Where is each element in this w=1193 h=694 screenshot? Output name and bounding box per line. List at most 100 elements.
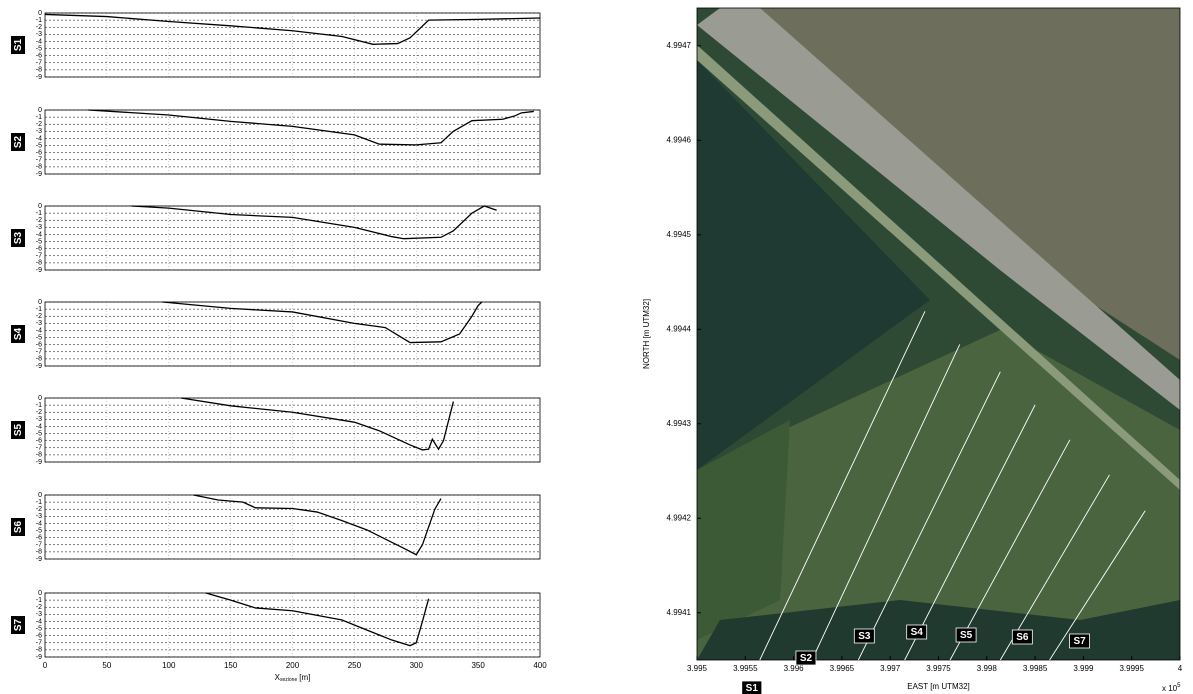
section-name: S4 xyxy=(13,327,24,340)
y-tick-label: -6 xyxy=(36,246,42,253)
y-tick-label: -8 xyxy=(36,549,42,556)
section-name: S5 xyxy=(960,630,973,641)
x-tick-label: 3.9995 xyxy=(1119,664,1144,673)
x-tick-label: 3.995 xyxy=(687,664,708,673)
profile-line xyxy=(181,397,455,451)
section-label: S6 xyxy=(11,518,25,536)
section-line xyxy=(811,344,961,661)
y-tick-label: -9 xyxy=(36,363,42,370)
label-box xyxy=(1011,629,1033,645)
y-tick-label: -6 xyxy=(36,342,42,349)
y-tick-label: -1 xyxy=(36,499,42,506)
profile-line xyxy=(131,205,497,240)
y-tick-label: -5 xyxy=(36,238,42,245)
plot-frame xyxy=(44,12,541,78)
x-tick-label: 50 xyxy=(102,661,111,670)
x-label-sub: sezione xyxy=(280,677,297,683)
y-tick-label: -6 xyxy=(36,535,42,542)
label-box xyxy=(795,650,817,666)
section-line xyxy=(1049,510,1146,661)
x-tick-label: 300 xyxy=(410,661,424,670)
x-tick-label: 3.9985 xyxy=(1023,664,1048,673)
label-box xyxy=(955,627,977,643)
y-tick-label: 4.9943 xyxy=(667,419,692,428)
profile-line xyxy=(88,109,534,146)
y-tick-label: -9 xyxy=(36,654,42,661)
section-label: S5 xyxy=(11,421,25,439)
section-name: S3 xyxy=(858,631,871,642)
x-axis-label: EAST [m UTM32] xyxy=(907,682,970,691)
section-name: S5 xyxy=(13,423,24,436)
y-tick-label: -1 xyxy=(36,210,42,217)
y-tick-label: -3 xyxy=(36,416,42,423)
x-tick-label: 350 xyxy=(471,661,485,670)
y-tick-label: -3 xyxy=(36,224,42,231)
x-tick-label: 100 xyxy=(162,661,176,670)
y-tick-label: 4.9947 xyxy=(667,41,692,50)
y-tick-label: -9 xyxy=(36,556,42,563)
y-tick-label: -9 xyxy=(36,171,42,178)
y-tick-label: 4.9945 xyxy=(667,230,692,239)
section-name: S7 xyxy=(13,618,24,631)
y-tick-label: -4 xyxy=(36,135,42,142)
y-tick-label: -9 xyxy=(36,459,42,466)
y-tick-label: -1 xyxy=(36,114,42,121)
y-tick-label: -8 xyxy=(36,452,42,459)
section-name: S2 xyxy=(800,653,813,664)
profile-line xyxy=(193,494,442,556)
section-name: S6 xyxy=(1016,632,1029,643)
label-box xyxy=(11,229,25,247)
section-label: S1 xyxy=(11,36,25,54)
y-tick-label: -2 xyxy=(36,409,42,416)
y-tick-label: -4 xyxy=(36,423,42,430)
y-tick-label: -8 xyxy=(36,67,42,74)
label-box xyxy=(11,133,25,151)
x-tick-label: 400 xyxy=(533,661,547,670)
section-line xyxy=(857,371,1001,661)
y-tick-label: -5 xyxy=(36,334,42,341)
y-tick-label: 4.9942 xyxy=(667,513,692,522)
y-tick-label: 0 xyxy=(38,590,42,597)
section-name: S3 xyxy=(13,231,24,244)
profile-line xyxy=(162,301,483,344)
y-tick-label: 4.9944 xyxy=(667,324,692,333)
section-label: S4 xyxy=(11,325,25,343)
section-label: S3 xyxy=(11,229,25,247)
x-tick-label: 3.998 xyxy=(977,664,998,673)
x-axis-label: Xsezione [m] xyxy=(275,673,311,683)
section-line xyxy=(759,311,926,661)
plot-frame xyxy=(44,205,541,271)
section-label: S2 xyxy=(11,133,25,151)
x-tick-label: 3.9975 xyxy=(926,664,951,673)
y-tick-label: -8 xyxy=(36,164,42,171)
y-tick-label: -2 xyxy=(36,313,42,320)
y-tick-label: -1 xyxy=(36,402,42,409)
y-tick-label: -8 xyxy=(36,260,42,267)
y-tick-label: -7 xyxy=(36,60,42,67)
profile-line xyxy=(44,13,541,45)
y-tick-label: -2 xyxy=(36,24,42,31)
multiplier-base: x 10 xyxy=(1162,684,1178,693)
y-tick-label: 0 xyxy=(38,299,42,306)
y-axis-label: NORTH [m UTM32] xyxy=(642,299,651,369)
y-tick-label: -9 xyxy=(36,267,42,274)
section-line xyxy=(999,474,1110,661)
y-tick-label: -8 xyxy=(36,647,42,654)
label-box xyxy=(1069,633,1090,649)
y-tick-label: 4.9941 xyxy=(667,608,692,617)
multiplier-exp: 5 xyxy=(1177,683,1181,689)
aerial-image xyxy=(697,8,1180,660)
y-tick-label: -9 xyxy=(36,74,42,81)
y-tick-label: -3 xyxy=(36,611,42,618)
label-box xyxy=(11,36,25,54)
profile-line xyxy=(205,592,430,647)
x-tick-label: 250 xyxy=(348,661,362,670)
y-tick-label: 0 xyxy=(38,492,42,499)
label-box xyxy=(853,628,875,644)
y-tick-label: -6 xyxy=(36,53,42,60)
y-tick-label: 0 xyxy=(38,395,42,402)
y-tick-label: -7 xyxy=(36,640,42,647)
section-name: S6 xyxy=(13,520,24,533)
